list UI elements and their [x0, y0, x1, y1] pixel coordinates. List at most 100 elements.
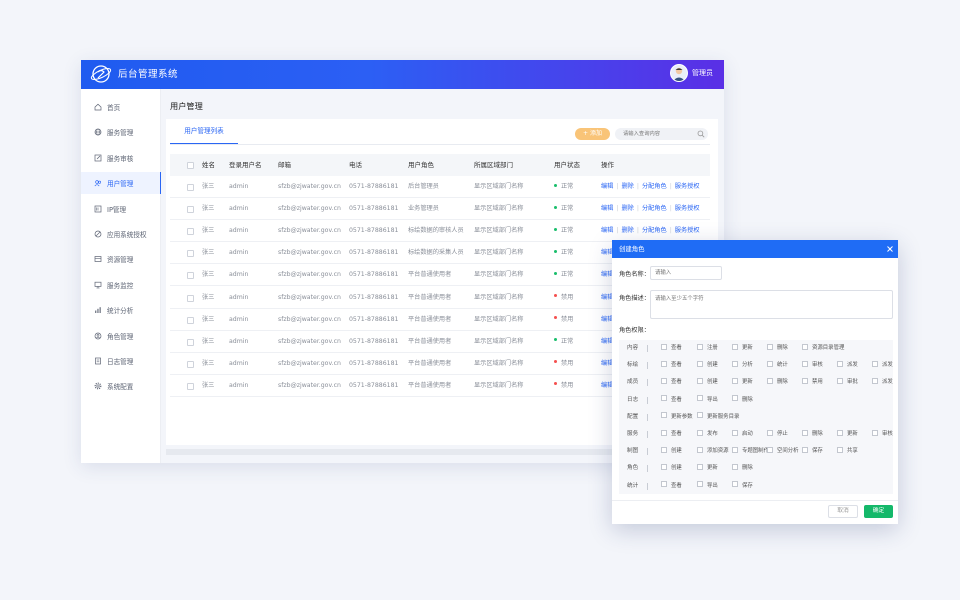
row-action-link[interactable]: 删除 [621, 183, 634, 190]
checkbox-box[interactable] [732, 343, 738, 350]
permission-checkbox[interactable]: 共享 [837, 443, 858, 460]
sidebar-item[interactable]: 角色管理 [81, 325, 161, 347]
checkbox-box[interactable] [661, 377, 667, 384]
permission-checkbox[interactable]: 更新 [837, 426, 858, 443]
tab-user-list[interactable]: 用户管理列表 [170, 119, 238, 144]
permission-checkbox[interactable]: 更新参数 [661, 409, 693, 426]
row-action-link[interactable]: 编辑 [601, 293, 614, 301]
permission-checkbox[interactable]: 查看 [661, 426, 682, 443]
row-checkbox[interactable] [187, 338, 194, 346]
permission-checkbox[interactable]: 删除 [767, 374, 788, 391]
row-action-link[interactable]: 编辑 [601, 271, 614, 279]
permission-checkbox[interactable]: 删除 [802, 426, 823, 443]
cancel-button[interactable]: 取消 [828, 505, 858, 518]
checkbox-box[interactable] [697, 481, 703, 488]
row-action-link[interactable]: 编辑 [601, 359, 614, 367]
checkbox-box[interactable] [802, 343, 808, 350]
checkbox-box[interactable] [767, 343, 773, 350]
sidebar-item[interactable]: 日志管理 [81, 350, 161, 372]
permission-checkbox[interactable]: 删除 [732, 392, 753, 409]
checkbox-box[interactable] [767, 360, 773, 367]
row-action-link[interactable]: 删除 [621, 227, 634, 235]
checkbox-box[interactable] [697, 429, 703, 436]
row-checkbox[interactable] [187, 294, 194, 302]
checkbox-box[interactable] [837, 429, 843, 436]
horizontal-scrollbar[interactable] [166, 449, 718, 455]
checkbox-box[interactable] [837, 377, 843, 384]
checkbox-box[interactable] [697, 343, 703, 350]
sidebar-item[interactable]: 服务管理 [81, 121, 161, 143]
permission-checkbox[interactable]: 导出 [697, 392, 718, 409]
permission-checkbox[interactable]: 统计 [767, 357, 788, 374]
checkbox-box[interactable] [697, 446, 703, 453]
checkbox-box[interactable] [732, 360, 738, 367]
permission-checkbox[interactable]: 注册 [697, 340, 718, 357]
search-input[interactable] [623, 128, 693, 140]
permission-checkbox[interactable]: 创建 [697, 357, 718, 374]
row-checkbox[interactable] [187, 316, 194, 324]
row-checkbox[interactable] [187, 272, 194, 280]
permission-checkbox[interactable]: 更新 [697, 460, 718, 477]
row-action-link[interactable]: 分配角色 [641, 183, 667, 190]
row-action-link[interactable]: 删除 [621, 205, 634, 213]
checkbox-box[interactable] [872, 377, 878, 384]
permission-checkbox[interactable]: 添加资源 [697, 443, 729, 460]
permission-checkbox[interactable]: 审批 [837, 374, 858, 391]
checkbox-box[interactable] [837, 446, 843, 453]
permission-checkbox[interactable]: 创建 [661, 443, 682, 460]
permission-checkbox[interactable]: 查看 [661, 392, 682, 409]
role-desc-input[interactable] [650, 290, 893, 319]
permission-checkbox[interactable]: 查看 [661, 340, 682, 357]
checkbox-box[interactable] [802, 446, 808, 453]
checkbox-box[interactable] [732, 429, 738, 436]
select-all-checkbox[interactable] [187, 162, 194, 169]
permission-checkbox[interactable]: 启动 [732, 426, 753, 443]
row-action-link[interactable]: 编辑 [601, 381, 614, 389]
confirm-button[interactable]: 确定 [864, 505, 893, 518]
sidebar-item[interactable]: 应用系统授权 [81, 223, 161, 245]
permission-checkbox[interactable]: 资源目录管理 [802, 340, 844, 357]
checkbox-box[interactable] [837, 360, 843, 367]
checkbox-box[interactable] [697, 463, 703, 470]
checkbox-box[interactable] [767, 429, 773, 436]
permission-checkbox[interactable]: 派发 [872, 357, 893, 374]
row-action-link[interactable]: 分配角色 [641, 227, 667, 235]
row-checkbox[interactable] [187, 184, 194, 191]
sidebar-item[interactable]: 服务监控 [81, 274, 161, 296]
checkbox-box[interactable] [661, 463, 667, 470]
checkbox-box[interactable] [802, 360, 808, 367]
checkbox-box[interactable] [661, 360, 667, 367]
checkbox-box[interactable] [697, 395, 703, 402]
sidebar-item[interactable]: 资源管理 [81, 248, 161, 270]
sidebar-item[interactable]: 服务审核 [81, 147, 161, 169]
add-user-button[interactable]: + 添加 [575, 128, 610, 140]
permission-checkbox[interactable]: 保存 [732, 478, 753, 495]
permission-checkbox[interactable]: 创建 [697, 374, 718, 391]
row-action-link[interactable]: 编辑 [601, 227, 614, 235]
row-action-link[interactable]: 分配角色 [641, 205, 667, 213]
sidebar-item[interactable]: 系统配置 [81, 375, 161, 397]
sidebar-item[interactable]: IP管理 [81, 198, 161, 220]
permission-checkbox[interactable]: 专题图制作 [732, 443, 769, 460]
permission-checkbox[interactable]: 更新 [732, 340, 753, 357]
sidebar-item[interactable]: 首页 [81, 96, 161, 118]
checkbox-box[interactable] [697, 360, 703, 367]
row-checkbox[interactable] [187, 382, 194, 390]
permission-checkbox[interactable]: 更新服务目录 [697, 409, 739, 426]
checkbox-box[interactable] [697, 412, 703, 419]
checkbox-box[interactable] [661, 446, 667, 453]
permission-checkbox[interactable]: 禁用 [802, 374, 823, 391]
row-action-link[interactable]: 服务授权 [674, 227, 700, 235]
checkbox-box[interactable] [661, 343, 667, 350]
permission-checkbox[interactable]: 查看 [661, 478, 682, 495]
permission-checkbox[interactable]: 查看 [661, 374, 682, 391]
checkbox-box[interactable] [732, 463, 738, 470]
permission-checkbox[interactable]: 创建 [661, 460, 682, 477]
permission-checkbox[interactable]: 停止 [767, 426, 788, 443]
search-icon[interactable] [697, 130, 705, 138]
checkbox-box[interactable] [767, 446, 773, 453]
permission-checkbox[interactable]: 导出 [697, 478, 718, 495]
checkbox-box[interactable] [661, 429, 667, 436]
row-action-link[interactable]: 编辑 [601, 337, 614, 345]
checkbox-box[interactable] [661, 395, 667, 402]
